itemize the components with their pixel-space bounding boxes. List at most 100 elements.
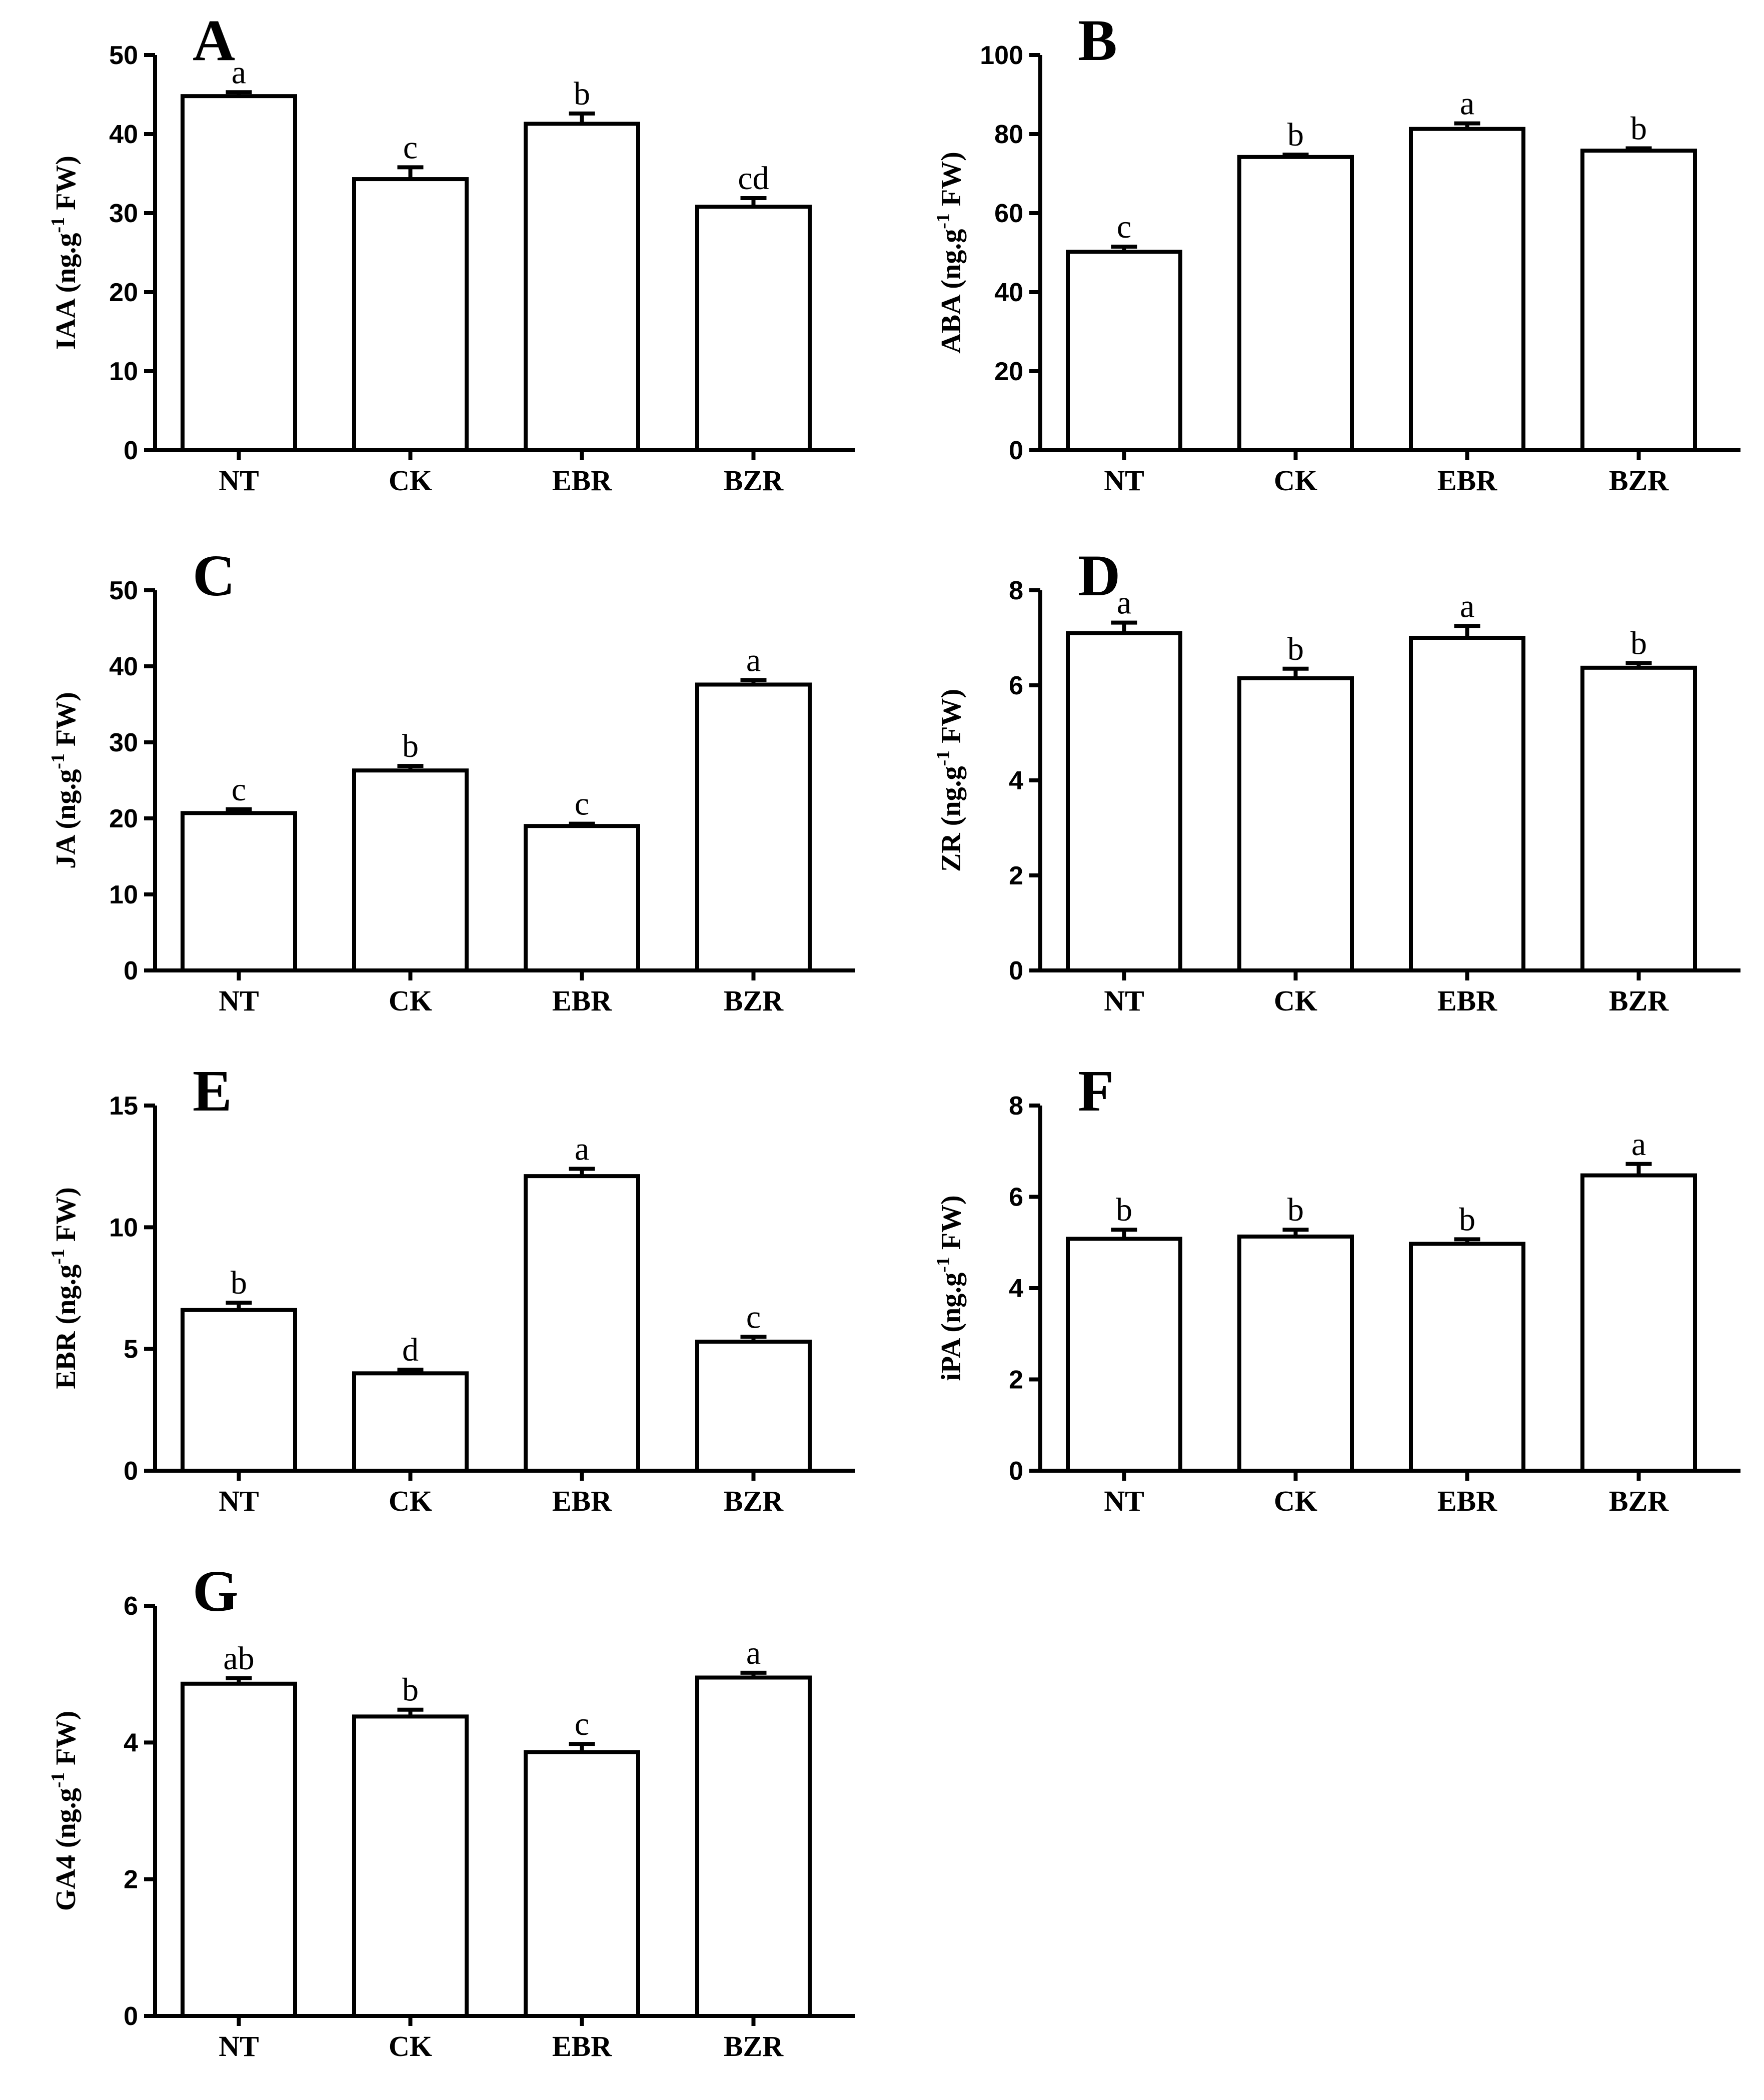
panel-label-e: E <box>193 1058 232 1124</box>
chart-a: A IAA (ng.g-1 FW) a NT c CK b EBR cd BZR 0 10 20 30 40… <box>48 8 855 497</box>
error-bar-b-nt <box>1111 245 1137 252</box>
bar-b-ck <box>1237 155 1354 452</box>
error-bar-c-bzr <box>740 678 767 685</box>
error-bar-a-bzr <box>740 196 767 207</box>
x-tick-label-b-ck: CK <box>1274 464 1317 497</box>
x-tick-label-a-bzr: BZR <box>724 464 784 497</box>
sig-letter-a-nt: a <box>232 54 246 91</box>
x-tick-label-b-ebr: EBR <box>1437 464 1497 497</box>
x-tick-label-c-ck: CK <box>389 984 432 1017</box>
sig-letter-b-nt: c <box>1117 209 1131 245</box>
y-tick-label-e: 15 <box>109 1092 138 1121</box>
y-tick-label-a: 40 <box>109 120 138 149</box>
panel-c: C JA (ng.g-1 FW) c NT b CK c EBR a BZR 0 10 20 30 40 50 <box>0 535 880 1051</box>
x-tick-label-c-ebr: EBR <box>552 984 612 1017</box>
error-bar-g-bzr <box>740 1670 767 1678</box>
sig-letter-c-ck: b <box>402 728 419 764</box>
sig-letter-f-nt: b <box>1116 1192 1132 1228</box>
y-tick-label-d: 6 <box>1009 671 1023 700</box>
y-tick-label-b: 20 <box>994 357 1023 386</box>
error-bar-e-ck <box>397 1368 424 1374</box>
x-tick-label-e-ebr: EBR <box>552 1485 612 1517</box>
error-bar-c-ck <box>397 764 424 771</box>
error-bar-g-ebr <box>569 1742 595 1752</box>
sig-letter-f-ck: b <box>1287 1192 1304 1228</box>
axes-d <box>1038 590 1740 972</box>
bar-c-ebr <box>524 824 640 972</box>
x-tick-label-c-bzr: BZR <box>724 984 784 1017</box>
panel-label-a: A <box>193 8 235 73</box>
bar-e-bzr <box>695 1340 812 1473</box>
panel-label-c: C <box>193 543 235 608</box>
sig-letter-b-bzr: b <box>1630 110 1647 147</box>
x-tick-label-d-ebr: EBR <box>1437 984 1497 1017</box>
y-tick-label-d: 8 <box>1009 576 1023 605</box>
x-tick-label-g-ebr: EBR <box>552 2030 612 2062</box>
x-tick-label-f-ebr: EBR <box>1437 1485 1497 1517</box>
error-bar-b-bzr <box>1625 146 1652 151</box>
panel-e: E EBR (ng.g-1 FW) b NT d CK a EBR c BZR 0 5 10 15 <box>0 1051 880 1551</box>
sig-letter-c-bzr: a <box>746 642 761 678</box>
bar-g-ebr <box>524 1750 640 2018</box>
bar-g-nt <box>181 1681 297 2018</box>
bar-e-nt <box>181 1308 297 1473</box>
y-tick-label-d: 2 <box>1009 861 1023 890</box>
sig-letter-a-bzr: cd <box>738 160 769 197</box>
error-bar-f-nt <box>1111 1228 1137 1239</box>
y-tick-label-e: 10 <box>109 1213 138 1242</box>
panel-label-b: B <box>1078 8 1117 73</box>
y-tick-label-f: 8 <box>1009 1092 1023 1121</box>
y-axis-label-a: IAA (ng.g-1 FW) <box>48 156 82 350</box>
y-tick-label-g: 2 <box>124 1865 138 1894</box>
y-axis-label-f: iPA (ng.g-1 FW) <box>933 1195 967 1381</box>
bar-a-ebr <box>524 122 640 452</box>
bar-f-bzr <box>1580 1173 1697 1473</box>
bar-b-nt <box>1066 250 1182 452</box>
x-tick-label-e-ck: CK <box>389 1485 432 1517</box>
panel-d: D ZR (ng.g-1 FW) a NT b CK a EBR b BZR 0 2 4 6 8 <box>885 535 1764 1051</box>
y-tick-label-c: 30 <box>109 728 138 757</box>
x-tick-label-e-bzr: BZR <box>724 1485 784 1517</box>
axes-b <box>1038 55 1740 452</box>
bar-b-bzr <box>1580 149 1697 452</box>
error-bar-c-ebr <box>569 821 595 826</box>
error-bar-d-bzr <box>1625 661 1652 668</box>
axes-a <box>153 55 855 452</box>
y-tick-label-a: 30 <box>109 199 138 228</box>
x-tick-label-a-ck: CK <box>389 464 432 497</box>
sig-letter-e-ebr: a <box>575 1131 589 1168</box>
sig-letter-d-ck: b <box>1287 631 1304 667</box>
x-tick-label-b-nt: NT <box>1104 464 1144 497</box>
x-tick-label-d-nt: NT <box>1104 984 1144 1017</box>
sig-letter-a-ebr: b <box>574 76 590 112</box>
chart-d: D ZR (ng.g-1 FW) a NT b CK a EBR b BZR 0 2 4 6 8 <box>933 543 1740 1017</box>
panel-b: B ABA (ng.g-1 FW) c NT b CK a EBR b BZR 0 20 40 60 80 1… <box>885 0 1764 530</box>
x-tick-label-c-nt: NT <box>219 984 259 1017</box>
x-tick-label-g-nt: NT <box>219 2030 259 2062</box>
bar-d-nt <box>1066 631 1182 972</box>
error-bar-b-ck <box>1282 153 1309 157</box>
y-tick-label-f: 6 <box>1009 1183 1023 1212</box>
x-tick-label-g-ck: CK <box>389 2030 432 2062</box>
bar-f-ebr <box>1409 1242 1525 1473</box>
y-tick-label-c: 0 <box>124 956 138 985</box>
y-tick-label-b: 60 <box>994 199 1023 228</box>
x-tick-label-a-nt: NT <box>219 464 259 497</box>
x-tick-label-f-bzr: BZR <box>1609 1485 1669 1517</box>
bar-g-bzr <box>695 1675 812 2018</box>
y-tick-label-b: 100 <box>980 41 1023 70</box>
y-tick-label-a: 20 <box>109 278 138 307</box>
sig-letter-g-bzr: a <box>746 1635 761 1671</box>
y-tick-label-g: 4 <box>124 1728 138 1757</box>
y-tick-label-g: 6 <box>124 1592 138 1621</box>
y-axis-label-d: ZR (ng.g-1 FW) <box>933 689 967 872</box>
error-bar-d-ebr <box>1454 624 1480 638</box>
y-tick-label-e: 5 <box>124 1335 138 1364</box>
chart-b: B ABA (ng.g-1 FW) c NT b CK a EBR b BZR 0 20 40 60 80 1… <box>933 8 1740 497</box>
chart-g: G GA4 (ng.g-1 FW) ab NT b CK c EBR a BZR 0 2 4 6 <box>48 1558 855 2062</box>
bar-a-bzr <box>695 205 812 452</box>
y-tick-label-c: 20 <box>109 804 138 833</box>
error-bar-f-ck <box>1282 1228 1309 1237</box>
bar-g-ck <box>352 1714 469 2018</box>
panel-label-d: D <box>1078 543 1120 608</box>
